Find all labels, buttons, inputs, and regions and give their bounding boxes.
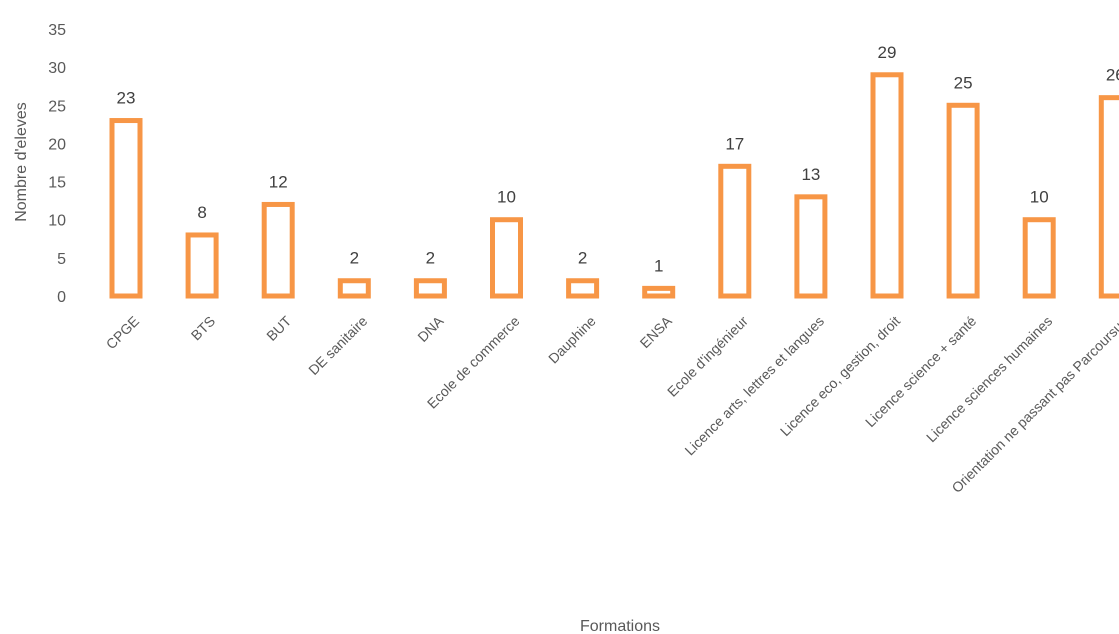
category-label: Ecole d'ingénieur bbox=[664, 313, 751, 400]
data-label: 2 bbox=[578, 249, 587, 268]
category-label: BTS bbox=[188, 313, 219, 344]
category-label: CPGE bbox=[103, 313, 142, 352]
category-label: BUT bbox=[263, 312, 294, 343]
y-axis-ticks: 0 5 10 15 20 25 30 35 bbox=[48, 22, 66, 306]
x-axis-title: Formations bbox=[580, 618, 660, 634]
data-label: 2 bbox=[426, 249, 435, 268]
category-label: Licence sciences humaines bbox=[923, 313, 1055, 445]
category-label: ENSA bbox=[637, 312, 676, 351]
bar bbox=[413, 278, 447, 299]
y-tick-label: 5 bbox=[57, 251, 66, 268]
bar bbox=[490, 217, 523, 299]
y-tick-label: 25 bbox=[48, 98, 66, 115]
bar bbox=[718, 163, 752, 299]
category-label: Licence arts, lettres et langues bbox=[681, 313, 827, 459]
data-label: 8 bbox=[197, 203, 206, 222]
category-label: DE sanitaire bbox=[305, 313, 370, 378]
y-tick-label: 35 bbox=[48, 22, 66, 39]
category-label: DNA bbox=[414, 312, 447, 345]
y-tick-label: 20 bbox=[48, 136, 66, 153]
y-axis-title: Nombre d'eleves bbox=[13, 102, 30, 222]
bars bbox=[109, 72, 1119, 299]
data-label: 10 bbox=[1030, 188, 1049, 207]
data-label: 1 bbox=[654, 256, 663, 275]
data-label: 10 bbox=[497, 188, 516, 207]
data-label: 2 bbox=[350, 249, 359, 268]
bar bbox=[1022, 217, 1056, 299]
bar bbox=[1098, 95, 1119, 299]
bar bbox=[794, 194, 828, 299]
bar bbox=[185, 232, 219, 299]
bar bbox=[566, 278, 600, 299]
data-label: 23 bbox=[117, 89, 136, 108]
data-labels: 23812221021171329251026 bbox=[117, 43, 1119, 276]
y-tick-label: 30 bbox=[48, 60, 66, 77]
y-tick-label: 10 bbox=[48, 213, 66, 230]
y-tick-label: 0 bbox=[57, 289, 66, 306]
data-label: 29 bbox=[878, 43, 897, 62]
bar bbox=[946, 102, 980, 299]
bar bbox=[109, 118, 143, 299]
y-tick-label: 15 bbox=[48, 175, 66, 192]
bar bbox=[870, 72, 904, 299]
bar bbox=[261, 201, 295, 299]
bar bbox=[337, 278, 371, 299]
data-label: 12 bbox=[269, 172, 288, 191]
data-label: 17 bbox=[725, 134, 744, 153]
bar bbox=[642, 285, 676, 299]
data-label: 13 bbox=[801, 165, 820, 184]
data-label: 25 bbox=[954, 73, 973, 92]
data-label: 26 bbox=[1106, 66, 1119, 85]
category-label: Dauphine bbox=[545, 313, 599, 367]
